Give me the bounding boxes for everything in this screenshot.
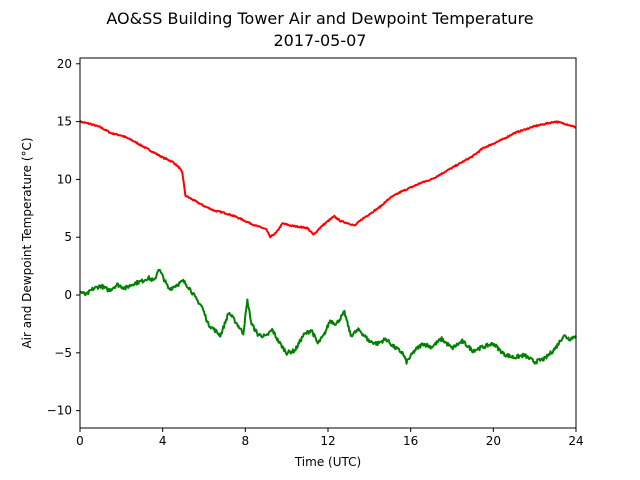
plot-frame [79,57,577,429]
series-line-1 [79,120,577,239]
y-tick-label: 10 [57,172,72,186]
y-tick-label: −10 [47,404,72,418]
x-tick-label: 20 [486,434,501,448]
y-tick-label: 5 [64,230,72,244]
y-tick-label: 20 [57,57,72,71]
y-axis-label: Air and Dewpoint Temperature (°C) [20,137,34,348]
y-tick-label: −5 [54,346,72,360]
y-tick-label: 15 [57,115,72,129]
chart-subtitle: 2017-05-07 [274,31,367,50]
chart-title: AO&SS Building Tower Air and Dewpoint Te… [106,9,533,28]
x-tick-label: 12 [320,434,335,448]
x-axis-label: Time (UTC) [294,455,361,469]
y-tick-label: 0 [64,288,72,302]
x-tick-label: 8 [242,434,250,448]
x-tick-label: 24 [568,434,583,448]
series-line-2 [79,268,577,365]
x-tick-label: 0 [76,434,84,448]
plot-area: 0 4 8 12 16 20 24 −10 −5 0 5 10 15 20 [47,57,584,448]
x-tick-label: 16 [403,434,418,448]
x-tick-label: 4 [159,434,167,448]
